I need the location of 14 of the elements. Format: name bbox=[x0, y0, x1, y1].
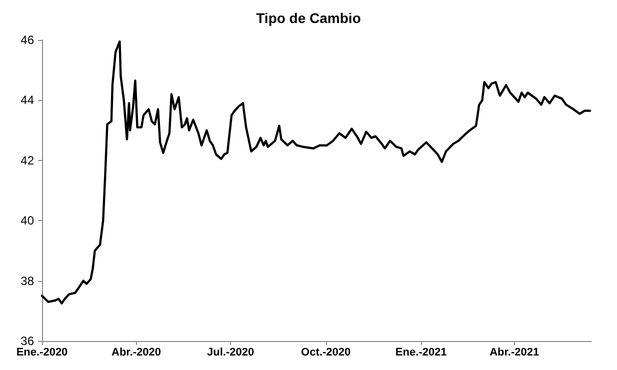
y-tick-label: 36 bbox=[20, 334, 34, 348]
x-tick-label: Ene.-2021 bbox=[395, 346, 447, 358]
y-tick-label: 38 bbox=[20, 274, 34, 288]
y-tick-label: 44 bbox=[20, 93, 34, 108]
line-series bbox=[40, 40, 592, 304]
x-tick-label: Abr.-2020 bbox=[111, 346, 162, 358]
y-tick-label: 42 bbox=[20, 153, 34, 168]
x-tick-label: Jul.-2020 bbox=[206, 346, 254, 358]
x-tick-label: Oct.-2020 bbox=[301, 346, 351, 358]
y-tick-label: 40 bbox=[20, 214, 34, 228]
chart-title: Tipo de Cambio bbox=[256, 10, 361, 26]
y-tick-label: 46 bbox=[20, 33, 34, 47]
x-tick-label: Ene.-2020 bbox=[16, 346, 68, 358]
x-tick-label: Abr.-2021 bbox=[490, 346, 540, 358]
